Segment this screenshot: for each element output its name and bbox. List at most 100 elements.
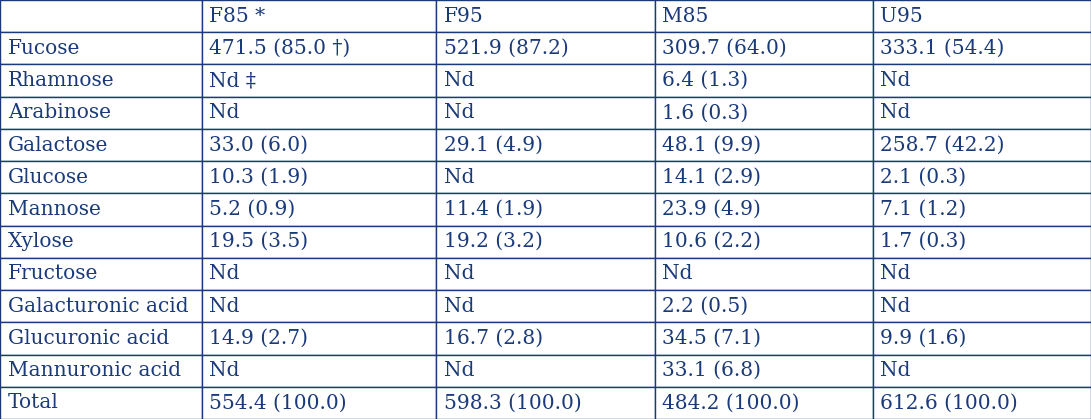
Bar <box>655 32 873 65</box>
Bar <box>873 65 1091 97</box>
Bar <box>436 387 655 419</box>
Text: 33.1 (6.8): 33.1 (6.8) <box>662 361 762 380</box>
Text: Nd: Nd <box>662 264 693 284</box>
Bar <box>202 65 436 97</box>
Bar <box>202 258 436 290</box>
Text: Total: Total <box>8 393 59 412</box>
Bar <box>655 290 873 322</box>
Text: Nd: Nd <box>444 297 475 316</box>
Bar <box>436 354 655 387</box>
Text: Nd: Nd <box>880 264 911 284</box>
Bar <box>873 161 1091 194</box>
Bar <box>873 322 1091 354</box>
Bar <box>0 32 202 65</box>
Text: Rhamnose: Rhamnose <box>8 71 115 90</box>
Bar <box>655 354 873 387</box>
Bar <box>873 97 1091 129</box>
Text: Galactose: Galactose <box>8 135 108 155</box>
Bar <box>0 225 202 258</box>
Bar <box>655 322 873 354</box>
Bar <box>873 194 1091 225</box>
Bar <box>202 161 436 194</box>
Text: Mannose: Mannose <box>8 200 100 219</box>
Text: 10.3 (1.9): 10.3 (1.9) <box>209 168 309 187</box>
Text: Nd: Nd <box>880 71 911 90</box>
Bar <box>655 387 873 419</box>
Text: Nd: Nd <box>444 264 475 284</box>
Text: 5.2 (0.9): 5.2 (0.9) <box>209 200 296 219</box>
Bar <box>436 0 655 32</box>
Text: Nd: Nd <box>444 361 475 380</box>
Text: 10.6 (2.2): 10.6 (2.2) <box>662 232 762 251</box>
Bar <box>436 290 655 322</box>
Bar <box>0 194 202 225</box>
Text: 258.7 (42.2): 258.7 (42.2) <box>880 135 1005 155</box>
Bar <box>0 129 202 161</box>
Text: 16.7 (2.8): 16.7 (2.8) <box>444 329 543 348</box>
Bar <box>202 322 436 354</box>
Text: 9.9 (1.6): 9.9 (1.6) <box>880 329 967 348</box>
Bar <box>202 32 436 65</box>
Text: Nd: Nd <box>209 297 240 316</box>
Bar <box>202 387 436 419</box>
Text: Nd: Nd <box>209 361 240 380</box>
Bar <box>0 322 202 354</box>
Text: Fucose: Fucose <box>8 39 80 58</box>
Text: Glucose: Glucose <box>8 168 88 187</box>
Bar <box>655 194 873 225</box>
Bar <box>436 225 655 258</box>
Bar <box>873 354 1091 387</box>
Bar <box>873 32 1091 65</box>
Text: 471.5 (85.0 †): 471.5 (85.0 †) <box>209 39 350 58</box>
Text: 34.5 (7.1): 34.5 (7.1) <box>662 329 762 348</box>
Text: 1.6 (0.3): 1.6 (0.3) <box>662 103 748 122</box>
Text: Nd: Nd <box>880 297 911 316</box>
Bar <box>655 161 873 194</box>
Text: F95: F95 <box>444 7 483 26</box>
Bar <box>655 97 873 129</box>
Text: 484.2 (100.0): 484.2 (100.0) <box>662 393 800 412</box>
Bar <box>202 354 436 387</box>
Bar <box>655 258 873 290</box>
Text: 1.7 (0.3): 1.7 (0.3) <box>880 232 967 251</box>
Bar <box>436 258 655 290</box>
Text: Glucuronic acid: Glucuronic acid <box>8 329 169 348</box>
Text: 14.1 (2.9): 14.1 (2.9) <box>662 168 762 187</box>
Bar <box>873 225 1091 258</box>
Text: 554.4 (100.0): 554.4 (100.0) <box>209 393 347 412</box>
Text: Nd: Nd <box>209 264 240 284</box>
Text: 11.4 (1.9): 11.4 (1.9) <box>444 200 543 219</box>
Text: Nd: Nd <box>444 168 475 187</box>
Text: 33.0 (6.0): 33.0 (6.0) <box>209 135 309 155</box>
Text: 6.4 (1.3): 6.4 (1.3) <box>662 71 748 90</box>
Text: 612.6 (100.0): 612.6 (100.0) <box>880 393 1018 412</box>
Bar <box>436 65 655 97</box>
Bar <box>0 387 202 419</box>
Text: M85: M85 <box>662 7 709 26</box>
Text: 48.1 (9.9): 48.1 (9.9) <box>662 135 762 155</box>
Bar <box>436 129 655 161</box>
Text: U95: U95 <box>880 7 923 26</box>
Text: 521.9 (87.2): 521.9 (87.2) <box>444 39 568 58</box>
Bar <box>873 290 1091 322</box>
Text: Fructose: Fructose <box>8 264 98 284</box>
Bar <box>0 65 202 97</box>
Text: 23.9 (4.9): 23.9 (4.9) <box>662 200 762 219</box>
Bar <box>436 322 655 354</box>
Bar <box>436 32 655 65</box>
Bar <box>202 290 436 322</box>
Text: 19.5 (3.5): 19.5 (3.5) <box>209 232 309 251</box>
Bar <box>655 225 873 258</box>
Text: 2.2 (0.5): 2.2 (0.5) <box>662 297 748 316</box>
Text: Nd: Nd <box>209 103 240 122</box>
Bar <box>0 161 202 194</box>
Text: 2.1 (0.3): 2.1 (0.3) <box>880 168 967 187</box>
Text: Nd: Nd <box>444 71 475 90</box>
Text: 29.1 (4.9): 29.1 (4.9) <box>444 135 543 155</box>
Bar <box>655 0 873 32</box>
Text: 309.7 (64.0): 309.7 (64.0) <box>662 39 787 58</box>
Bar <box>0 258 202 290</box>
Text: 14.9 (2.7): 14.9 (2.7) <box>209 329 309 348</box>
Bar <box>436 194 655 225</box>
Text: Arabinose: Arabinose <box>8 103 110 122</box>
